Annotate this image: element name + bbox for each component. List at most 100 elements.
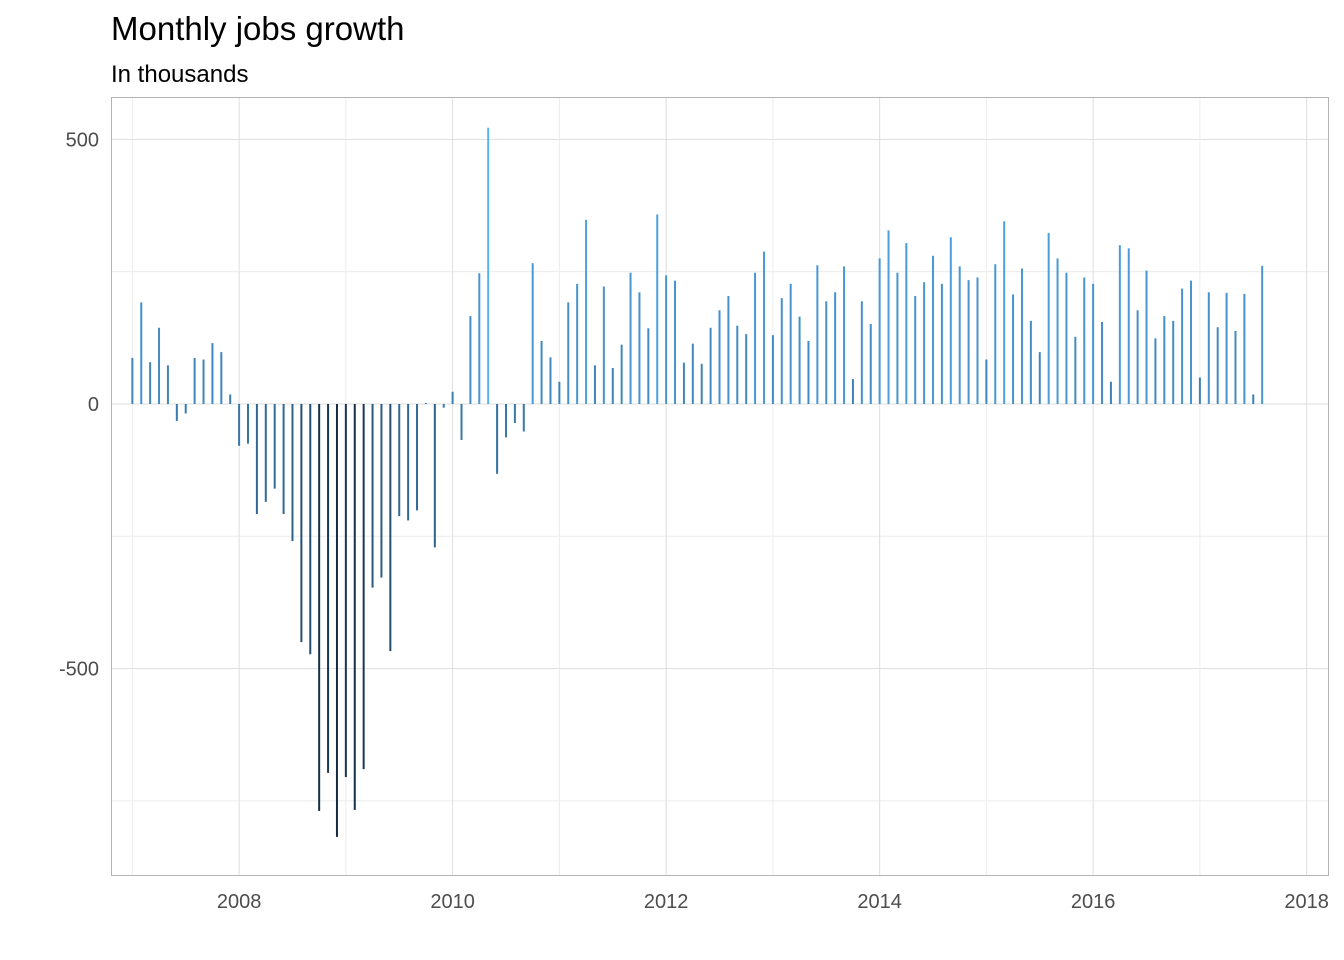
bar — [878, 258, 881, 404]
bar — [220, 352, 223, 404]
bar — [620, 344, 623, 404]
y-axis-ticks: -500 0 500 — [59, 129, 99, 680]
bar — [442, 403, 445, 408]
bar — [602, 286, 605, 404]
bar — [798, 316, 801, 404]
bar — [558, 381, 561, 404]
bar — [522, 403, 525, 432]
bar — [932, 255, 935, 404]
bar — [1207, 292, 1210, 404]
y-tick-label: 0 — [88, 394, 99, 416]
x-tick-label: 2012 — [644, 891, 689, 913]
bar — [718, 310, 721, 404]
bar — [513, 403, 516, 424]
bar — [398, 403, 401, 517]
bar — [1101, 321, 1104, 404]
bar — [745, 334, 748, 404]
bar — [460, 403, 463, 440]
bar — [1012, 294, 1015, 404]
bar — [967, 280, 970, 404]
bar — [540, 340, 543, 404]
bar — [211, 343, 214, 404]
bar — [407, 403, 410, 521]
bar — [504, 403, 507, 438]
bar — [816, 265, 819, 404]
bar — [851, 379, 854, 404]
bar — [736, 325, 739, 404]
bar — [531, 263, 534, 404]
bar — [300, 403, 303, 643]
bar — [700, 363, 703, 404]
bar — [433, 403, 436, 548]
bar — [834, 292, 837, 404]
bar — [1216, 327, 1219, 404]
bar — [1092, 283, 1095, 404]
bar — [1038, 352, 1041, 404]
bar — [727, 296, 730, 404]
bar — [976, 277, 979, 404]
bar — [158, 327, 161, 404]
bar — [255, 403, 258, 515]
bar — [994, 264, 997, 404]
bar — [549, 357, 552, 404]
bar — [1190, 280, 1192, 404]
bar — [1172, 320, 1175, 404]
bar — [318, 403, 321, 811]
bar — [1020, 268, 1023, 404]
bar — [166, 365, 169, 404]
bar — [149, 362, 152, 404]
bar — [238, 403, 241, 446]
chart-subtitle: In thousands — [111, 61, 249, 88]
x-axis-ticks: 2008 2010 2012 2014 2016 2018 — [217, 891, 1329, 913]
bar — [629, 272, 632, 404]
bar — [656, 214, 659, 404]
bar — [576, 283, 579, 404]
bar — [469, 316, 472, 404]
bar — [1118, 245, 1121, 404]
bar — [1163, 316, 1166, 404]
bar — [1154, 338, 1157, 404]
bar — [1225, 292, 1228, 404]
bar — [184, 403, 187, 414]
bar — [1065, 272, 1068, 404]
bar — [896, 272, 899, 404]
bar — [780, 298, 783, 404]
bar — [1136, 310, 1139, 404]
bar — [335, 403, 338, 837]
bar — [940, 283, 943, 404]
bar — [1234, 330, 1237, 404]
bar — [1109, 381, 1112, 404]
chart-title: Monthly jobs growth — [111, 10, 405, 47]
bar — [282, 403, 285, 515]
bar — [175, 403, 178, 421]
bar — [1029, 320, 1032, 404]
bar — [869, 324, 872, 404]
bar — [682, 362, 685, 404]
bar — [914, 296, 917, 404]
bar — [487, 127, 490, 404]
bar — [247, 403, 249, 444]
bar — [638, 292, 641, 404]
bar — [131, 357, 134, 404]
bar — [416, 403, 419, 511]
bar — [923, 282, 926, 404]
bar — [424, 402, 427, 404]
x-tick-label: 2014 — [857, 891, 902, 913]
bar — [887, 230, 890, 404]
x-tick-label: 2010 — [430, 891, 475, 913]
bar — [585, 219, 588, 404]
bar — [647, 328, 650, 404]
bar — [291, 403, 294, 542]
bar — [958, 266, 961, 404]
bar — [949, 237, 952, 404]
bar — [567, 302, 570, 404]
bar — [264, 403, 267, 502]
bar — [762, 251, 765, 404]
x-tick-label: 2018 — [1284, 891, 1329, 913]
bar — [593, 365, 596, 404]
bar — [825, 301, 828, 404]
bar — [1056, 258, 1059, 404]
bar — [1047, 233, 1050, 404]
bar — [905, 243, 908, 404]
bar — [202, 359, 205, 404]
